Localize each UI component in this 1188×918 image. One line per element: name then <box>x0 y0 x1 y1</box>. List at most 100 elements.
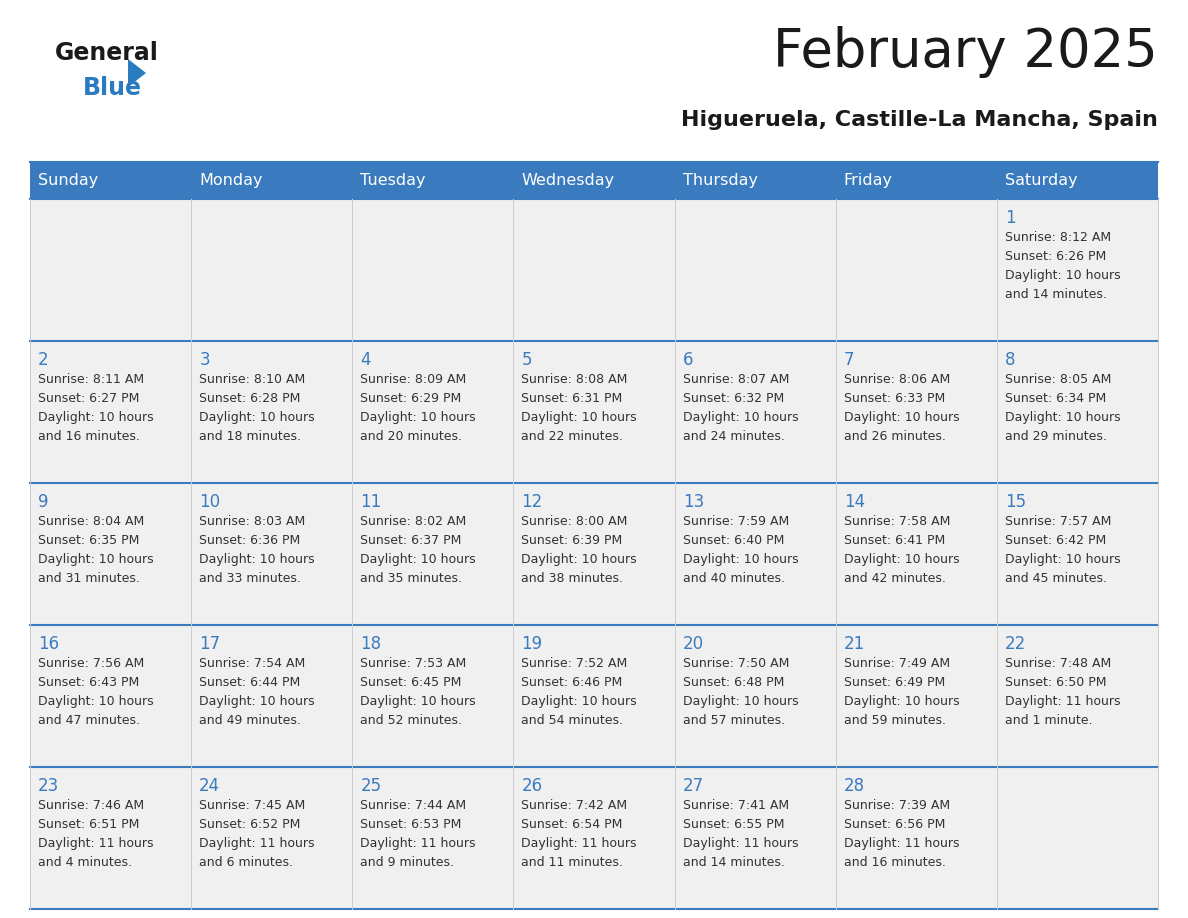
Text: Daylight: 11 hours: Daylight: 11 hours <box>1005 695 1120 708</box>
Text: 1: 1 <box>1005 209 1016 227</box>
Text: and 14 minutes.: and 14 minutes. <box>683 856 784 869</box>
Text: and 26 minutes.: and 26 minutes. <box>843 430 946 443</box>
Text: Sunrise: 7:49 AM: Sunrise: 7:49 AM <box>843 657 950 670</box>
Text: Sunrise: 8:05 AM: Sunrise: 8:05 AM <box>1005 373 1111 386</box>
Text: Sunrise: 7:45 AM: Sunrise: 7:45 AM <box>200 799 305 812</box>
Text: Sunset: 6:28 PM: Sunset: 6:28 PM <box>200 392 301 405</box>
Text: Daylight: 10 hours: Daylight: 10 hours <box>1005 269 1120 282</box>
Text: Daylight: 10 hours: Daylight: 10 hours <box>1005 553 1120 566</box>
Text: and 6 minutes.: and 6 minutes. <box>200 856 293 869</box>
Text: 23: 23 <box>38 777 59 795</box>
Text: Sunrise: 8:03 AM: Sunrise: 8:03 AM <box>200 515 305 528</box>
Text: Sunrise: 8:04 AM: Sunrise: 8:04 AM <box>38 515 144 528</box>
Text: and 11 minutes.: and 11 minutes. <box>522 856 624 869</box>
Bar <box>835 767 997 909</box>
Text: Sunset: 6:45 PM: Sunset: 6:45 PM <box>360 676 462 689</box>
Text: Sunset: 6:36 PM: Sunset: 6:36 PM <box>200 534 301 547</box>
Bar <box>191 625 353 767</box>
Text: Sunrise: 8:12 AM: Sunrise: 8:12 AM <box>1005 231 1111 244</box>
Bar <box>513 767 675 909</box>
Text: and 52 minutes.: and 52 minutes. <box>360 714 462 727</box>
Text: 14: 14 <box>843 493 865 511</box>
Text: Sunset: 6:42 PM: Sunset: 6:42 PM <box>1005 534 1106 547</box>
Text: Sunset: 6:50 PM: Sunset: 6:50 PM <box>1005 676 1106 689</box>
Text: Sunset: 6:44 PM: Sunset: 6:44 PM <box>200 676 301 689</box>
Text: Daylight: 10 hours: Daylight: 10 hours <box>843 411 960 424</box>
Text: Daylight: 10 hours: Daylight: 10 hours <box>683 695 798 708</box>
Text: Sunrise: 7:42 AM: Sunrise: 7:42 AM <box>522 799 627 812</box>
Text: Sunrise: 8:10 AM: Sunrise: 8:10 AM <box>200 373 305 386</box>
Text: Sunset: 6:32 PM: Sunset: 6:32 PM <box>683 392 784 405</box>
Text: Sunset: 6:55 PM: Sunset: 6:55 PM <box>683 818 784 831</box>
Polygon shape <box>128 59 146 87</box>
Text: and 29 minutes.: and 29 minutes. <box>1005 430 1107 443</box>
Bar <box>30 483 191 625</box>
Text: and 18 minutes.: and 18 minutes. <box>200 430 302 443</box>
Text: and 16 minutes.: and 16 minutes. <box>843 856 946 869</box>
Text: Daylight: 10 hours: Daylight: 10 hours <box>360 553 476 566</box>
Text: Sunset: 6:39 PM: Sunset: 6:39 PM <box>522 534 623 547</box>
Text: Sunset: 6:27 PM: Sunset: 6:27 PM <box>38 392 139 405</box>
Text: Daylight: 10 hours: Daylight: 10 hours <box>200 553 315 566</box>
Text: Sunrise: 7:53 AM: Sunrise: 7:53 AM <box>360 657 467 670</box>
Text: Sunrise: 7:48 AM: Sunrise: 7:48 AM <box>1005 657 1111 670</box>
Bar <box>997 483 1158 625</box>
Text: Sunrise: 7:39 AM: Sunrise: 7:39 AM <box>843 799 950 812</box>
Text: and 22 minutes.: and 22 minutes. <box>522 430 624 443</box>
Text: Sunset: 6:48 PM: Sunset: 6:48 PM <box>683 676 784 689</box>
Text: and 4 minutes.: and 4 minutes. <box>38 856 132 869</box>
Text: Sunrise: 7:56 AM: Sunrise: 7:56 AM <box>38 657 144 670</box>
Text: Wednesday: Wednesday <box>522 173 614 188</box>
Text: 18: 18 <box>360 635 381 653</box>
Text: Daylight: 10 hours: Daylight: 10 hours <box>522 411 637 424</box>
Text: 8: 8 <box>1005 351 1016 369</box>
Text: Sunset: 6:35 PM: Sunset: 6:35 PM <box>38 534 139 547</box>
Bar <box>513 341 675 483</box>
Bar <box>997 341 1158 483</box>
Text: and 47 minutes.: and 47 minutes. <box>38 714 140 727</box>
Text: Sunrise: 8:07 AM: Sunrise: 8:07 AM <box>683 373 789 386</box>
Text: and 38 minutes.: and 38 minutes. <box>522 572 624 585</box>
Text: 4: 4 <box>360 351 371 369</box>
Text: Tuesday: Tuesday <box>360 173 425 188</box>
Text: 3: 3 <box>200 351 210 369</box>
Text: Sunset: 6:43 PM: Sunset: 6:43 PM <box>38 676 139 689</box>
Text: Sunset: 6:52 PM: Sunset: 6:52 PM <box>200 818 301 831</box>
Text: and 45 minutes.: and 45 minutes. <box>1005 572 1107 585</box>
Text: Daylight: 10 hours: Daylight: 10 hours <box>38 553 153 566</box>
Text: Sunrise: 7:57 AM: Sunrise: 7:57 AM <box>1005 515 1111 528</box>
Bar <box>30 162 1158 199</box>
Bar <box>513 199 675 341</box>
Text: and 40 minutes.: and 40 minutes. <box>683 572 784 585</box>
Text: Sunrise: 8:08 AM: Sunrise: 8:08 AM <box>522 373 628 386</box>
Text: 20: 20 <box>683 635 703 653</box>
Text: 24: 24 <box>200 777 220 795</box>
Text: Daylight: 10 hours: Daylight: 10 hours <box>200 411 315 424</box>
Text: Friday: Friday <box>843 173 892 188</box>
Text: Sunrise: 7:41 AM: Sunrise: 7:41 AM <box>683 799 789 812</box>
Text: 27: 27 <box>683 777 703 795</box>
Text: Sunset: 6:40 PM: Sunset: 6:40 PM <box>683 534 784 547</box>
Text: Sunrise: 7:44 AM: Sunrise: 7:44 AM <box>360 799 467 812</box>
Text: 15: 15 <box>1005 493 1026 511</box>
Text: 13: 13 <box>683 493 703 511</box>
Bar <box>675 483 835 625</box>
Bar <box>675 625 835 767</box>
Text: Sunday: Sunday <box>38 173 99 188</box>
Text: Sunset: 6:29 PM: Sunset: 6:29 PM <box>360 392 462 405</box>
Bar <box>675 341 835 483</box>
Text: and 42 minutes.: and 42 minutes. <box>843 572 946 585</box>
Bar <box>513 625 675 767</box>
Text: 10: 10 <box>200 493 220 511</box>
Text: and 16 minutes.: and 16 minutes. <box>38 430 140 443</box>
Text: 28: 28 <box>843 777 865 795</box>
Text: and 14 minutes.: and 14 minutes. <box>1005 288 1107 301</box>
Text: Sunset: 6:46 PM: Sunset: 6:46 PM <box>522 676 623 689</box>
Text: and 35 minutes.: and 35 minutes. <box>360 572 462 585</box>
Text: 2: 2 <box>38 351 49 369</box>
Text: Daylight: 10 hours: Daylight: 10 hours <box>38 695 153 708</box>
Text: and 54 minutes.: and 54 minutes. <box>522 714 624 727</box>
Text: 12: 12 <box>522 493 543 511</box>
Text: Daylight: 10 hours: Daylight: 10 hours <box>200 695 315 708</box>
Bar <box>353 199 513 341</box>
